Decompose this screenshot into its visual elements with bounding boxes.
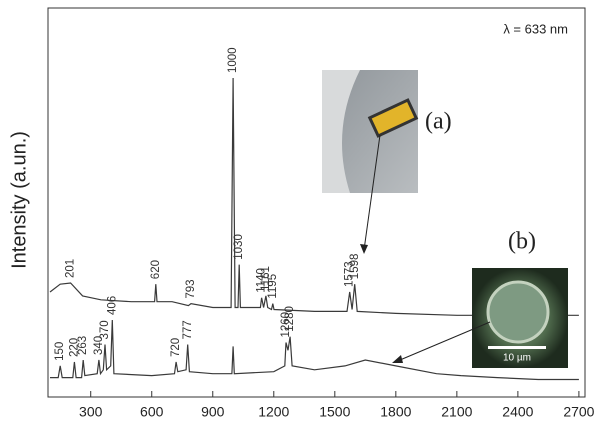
peak-label: 777 (182, 320, 194, 339)
x-tick-label: 1500 (319, 404, 350, 420)
annotation: λ = 633 nm (503, 21, 568, 36)
chart: Intensity (a.un.) λ = 633 nm 300 600 900 12… (0, 0, 596, 434)
arrow-head (392, 355, 403, 363)
x-tick-label: 2100 (441, 404, 472, 420)
x-tick-label: 900 (201, 404, 225, 420)
inset-b: (b) 10 µm (392, 229, 568, 369)
inset-shape (488, 282, 548, 342)
inset-label: (b) (508, 229, 536, 255)
x-tick-label: 1200 (258, 404, 289, 420)
x-tick-label: 600 (140, 404, 164, 420)
x-tick-label: 2400 (502, 404, 533, 420)
y-axis-label: Intensity (a.un.) (8, 131, 30, 269)
peak-label: 406 (106, 296, 118, 315)
x-tick-label: 300 (79, 404, 103, 420)
peak-label: 150 (54, 342, 66, 361)
scale-bar (488, 346, 546, 349)
peak-label: 1030 (233, 234, 245, 260)
peak-label: 1280 (284, 306, 296, 332)
peak-label: 201 (65, 259, 77, 278)
peak-label: 620 (150, 260, 162, 279)
inset-a: (a) (322, 70, 452, 254)
peak-label: 720 (170, 338, 182, 357)
peak-label: 370 (99, 320, 111, 339)
peak-label: 263 (77, 336, 89, 355)
x-tick-label: 2700 (563, 404, 594, 420)
peak-label: 1195 (267, 274, 279, 299)
arrow-head (360, 244, 368, 254)
inset-label: (a) (425, 109, 452, 135)
x-tick-label: 1800 (380, 404, 411, 420)
peak-label: 793 (185, 279, 197, 298)
peak-label: 1000 (227, 47, 239, 73)
peak-label: 1598 (349, 254, 361, 280)
scale-label: 10 µm (503, 353, 531, 364)
page: {"chart_data": {"type": "line", "y_label… (0, 0, 596, 434)
